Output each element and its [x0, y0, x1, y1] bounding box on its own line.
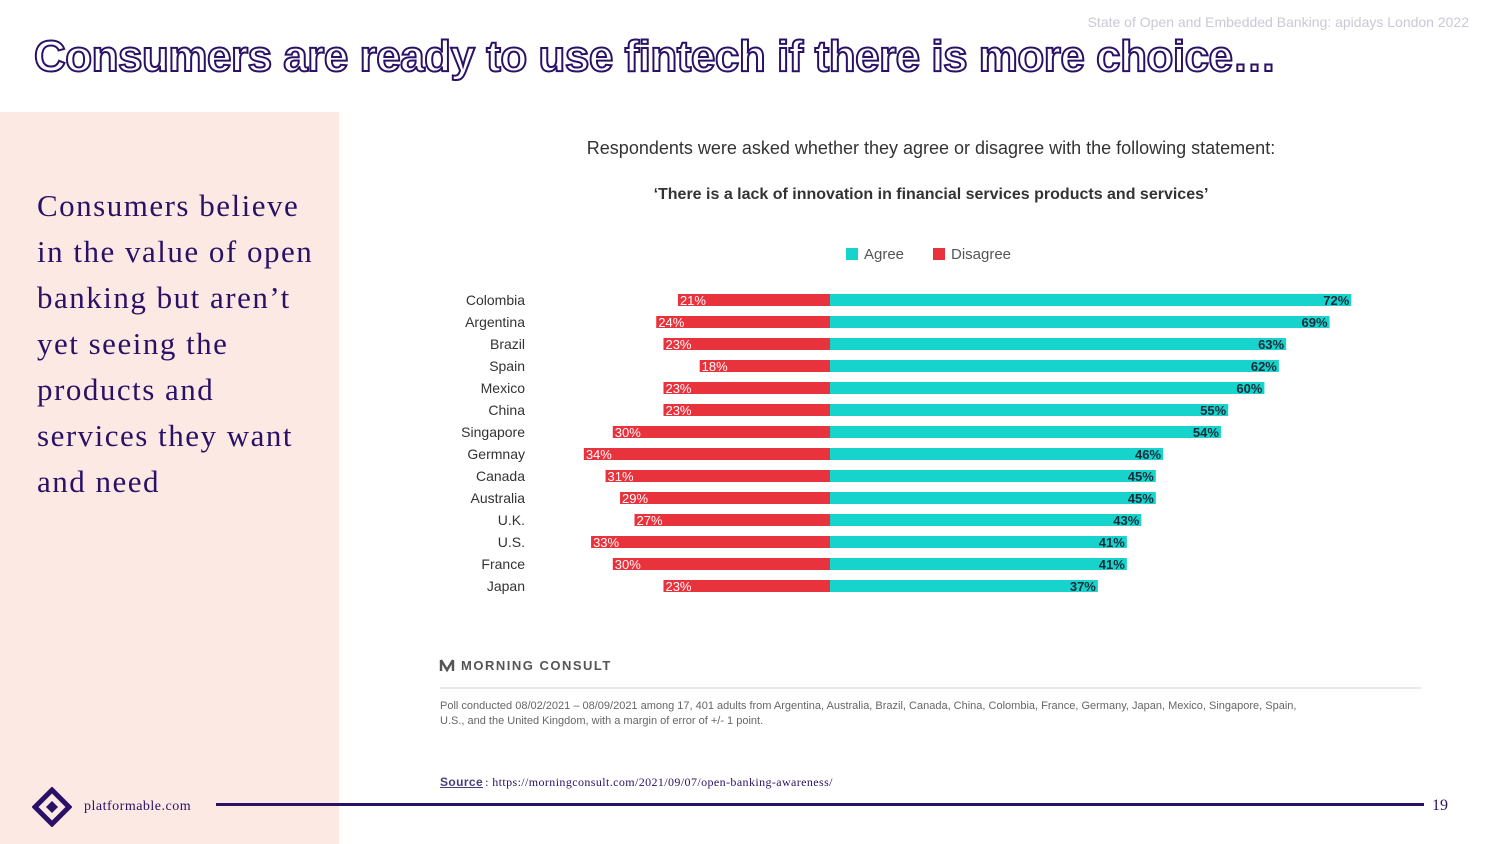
disagree-value-label: 30% — [615, 425, 641, 440]
legend-disagree-swatch — [933, 248, 945, 260]
disagree-bar — [612, 426, 830, 438]
disagree-value-label: 24% — [658, 315, 684, 330]
agree-value-label: 37% — [1070, 579, 1096, 594]
category-label: France — [481, 556, 525, 572]
chart-title: Respondents were asked whether they agre… — [587, 138, 1275, 158]
event-note: State of Open and Embedded Banking: apid… — [1087, 14, 1469, 30]
chart: Respondents were asked whether they agre… — [439, 138, 1421, 727]
agree-value-label: 43% — [1113, 513, 1139, 528]
disagree-bar — [612, 558, 830, 570]
platformable-logo-icon — [32, 787, 72, 827]
agree-bar — [830, 492, 1156, 504]
category-label: Canada — [476, 468, 525, 484]
agree-value-label: 45% — [1128, 469, 1154, 484]
agree-value-label: 41% — [1099, 557, 1125, 572]
source-citation: Source: https://morningconsult.com/2021/… — [440, 775, 833, 790]
agree-bar — [830, 360, 1279, 372]
disagree-bar — [591, 536, 830, 548]
agree-bar — [830, 404, 1229, 416]
category-label: U.S. — [498, 534, 525, 550]
source-brand: MORNING CONSULT — [461, 658, 612, 673]
category-label: Australia — [471, 490, 526, 506]
disagree-value-label: 34% — [586, 447, 612, 462]
page-number: 19 — [1432, 797, 1448, 814]
source-label: Source — [440, 775, 484, 789]
category-label: Singapore — [461, 424, 525, 440]
category-label: Japan — [487, 578, 525, 594]
disagree-value-label: 23% — [665, 337, 691, 352]
morning-consult-mark-icon — [439, 659, 455, 673]
category-label: China — [488, 402, 525, 418]
chart-subtitle: ‘There is a lack of innovation in financ… — [654, 186, 1209, 203]
category-label: Mexico — [481, 380, 526, 396]
agree-bar — [830, 558, 1127, 570]
agree-value-label: 46% — [1135, 447, 1161, 462]
source-url[interactable]: : https://morningconsult.com/2021/09/07/… — [485, 775, 833, 789]
disagree-value-label: 27% — [637, 513, 663, 528]
footer-line — [216, 803, 1424, 806]
agree-value-label: 62% — [1251, 359, 1277, 374]
agree-bar — [830, 382, 1265, 394]
bars-group: Colombia 21% 72% Argentina 24% 69% Brazil 23% 63… — [461, 292, 1352, 594]
agree-value-label: 45% — [1128, 491, 1154, 506]
disagree-bar — [634, 514, 830, 526]
disagree-value-label: 23% — [665, 403, 691, 418]
category-label: Spain — [489, 358, 525, 374]
agree-bar — [830, 426, 1221, 438]
agree-value-label: 63% — [1258, 337, 1284, 352]
disagree-value-label: 30% — [615, 557, 641, 572]
brand-name[interactable]: platformable.com — [84, 799, 192, 814]
left-panel — [0, 112, 339, 844]
agree-bar — [830, 316, 1330, 328]
category-label: Colombia — [466, 292, 525, 308]
disagree-value-label: 18% — [702, 359, 728, 374]
agree-value-label: 55% — [1200, 403, 1226, 418]
legend: Agree Disagree — [846, 246, 1011, 263]
legend-disagree-label: Disagree — [951, 246, 1011, 263]
disagree-bar — [663, 580, 830, 592]
disagree-value-label: 23% — [665, 579, 691, 594]
agree-value-label: 54% — [1193, 425, 1219, 440]
slide-title: Consumers are ready to use fintech if th… — [33, 31, 1278, 82]
agree-bar — [830, 448, 1164, 460]
disagree-bar — [620, 492, 830, 504]
disagree-value-label: 21% — [680, 293, 706, 308]
agree-bar — [830, 294, 1352, 306]
agree-value-label: 41% — [1099, 535, 1125, 550]
disagree-bar — [663, 338, 830, 350]
disagree-bar — [663, 382, 830, 394]
disagree-bar — [605, 470, 830, 482]
disagree-bar — [583, 448, 830, 460]
agree-bar — [830, 470, 1156, 482]
disagree-value-label: 29% — [622, 491, 648, 506]
category-label: Brazil — [490, 336, 525, 352]
category-label: Germnay — [467, 446, 525, 462]
agree-value-label: 69% — [1302, 315, 1328, 330]
agree-value-label: 72% — [1323, 293, 1349, 308]
footnote-line-2: U.S., and the United Kingdom, with a mar… — [440, 715, 763, 727]
agree-bar — [830, 514, 1142, 526]
agree-value-label: 60% — [1236, 381, 1262, 396]
agree-bar — [830, 338, 1287, 350]
disagree-bar — [677, 294, 830, 306]
morning-consult-logo: MORNING CONSULT — [439, 658, 612, 673]
disagree-bar — [663, 404, 830, 416]
disagree-value-label: 33% — [593, 535, 619, 550]
legend-agree-label: Agree — [864, 246, 904, 263]
legend-agree-swatch — [846, 248, 858, 260]
disagree-value-label: 23% — [665, 381, 691, 396]
sidebar-body-text: Consumers believe in the value of open b… — [37, 188, 314, 499]
disagree-value-label: 31% — [608, 469, 634, 484]
disagree-bar — [699, 360, 830, 372]
category-label: U.K. — [498, 512, 525, 528]
category-label: Argentina — [465, 314, 525, 330]
agree-bar — [830, 536, 1127, 548]
disagree-bar — [656, 316, 830, 328]
agree-bar — [830, 580, 1098, 592]
footnote-line-1: Poll conducted 08/02/2021 – 08/09/2021 a… — [440, 700, 1296, 712]
